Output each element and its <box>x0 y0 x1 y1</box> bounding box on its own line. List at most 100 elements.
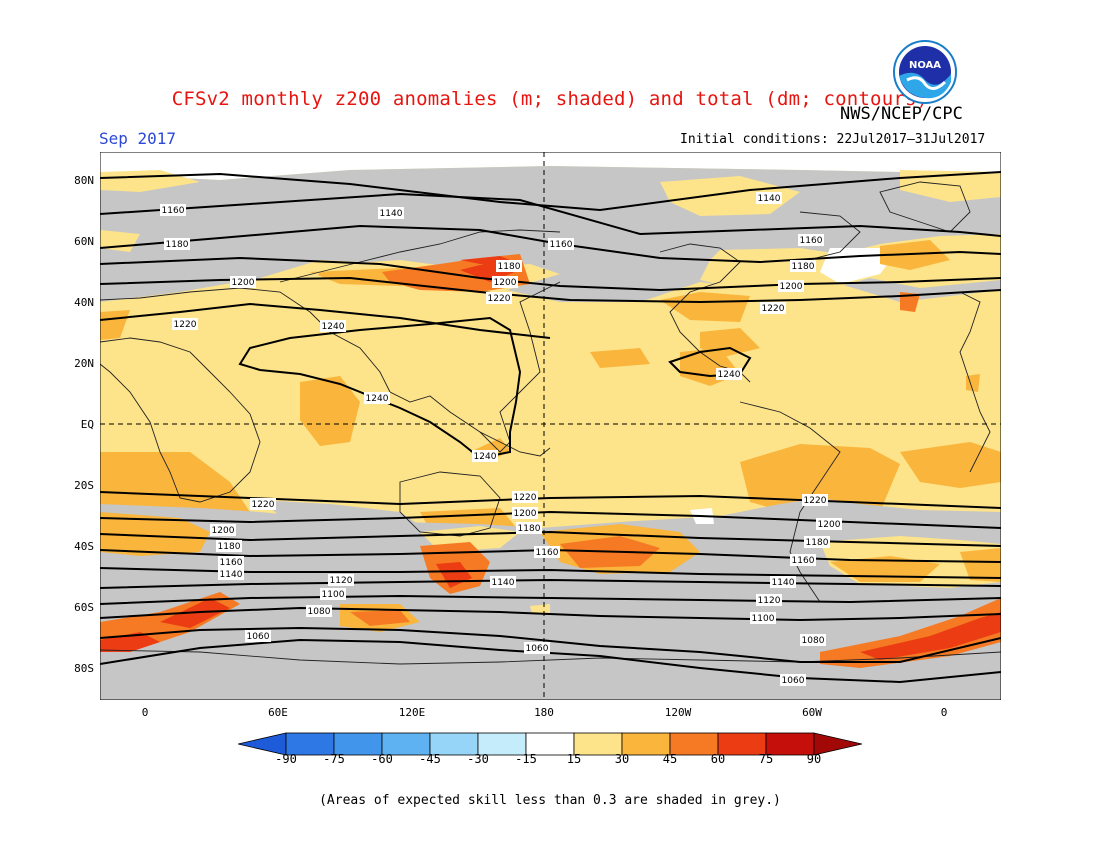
colorbar-label: -60 <box>371 752 393 766</box>
colorbar-label: 45 <box>662 752 678 766</box>
contour-label: 1180 <box>496 260 522 272</box>
contour-label: 1060 <box>780 674 806 686</box>
contour-label: 1200 <box>230 276 256 288</box>
lat-label: 40N <box>74 296 94 309</box>
contour-label: 1200 <box>778 280 804 292</box>
contour-label: 1200 <box>512 507 538 519</box>
colorbar-label: 30 <box>614 752 630 766</box>
lon-label: 60W <box>802 706 822 719</box>
lon-label: 0 <box>141 706 149 719</box>
svg-text:1180: 1180 <box>518 524 541 534</box>
svg-text:1160: 1160 <box>162 206 185 216</box>
contour-label: 1120 <box>756 594 782 606</box>
contour-label: 1220 <box>250 498 276 510</box>
contour-label: 1240 <box>364 392 390 404</box>
svg-text:1180: 1180 <box>498 262 521 272</box>
contour-label: 1220 <box>802 494 828 506</box>
agency-label: NWS/NCEP/CPC <box>840 104 963 124</box>
svg-text:1200: 1200 <box>212 526 235 536</box>
colorbar-label: -30 <box>467 752 489 766</box>
lon-label: 180 <box>534 706 554 719</box>
contour-label: 1080 <box>306 605 332 617</box>
lat-label: 20S <box>74 479 94 492</box>
svg-text:1220: 1220 <box>514 493 537 503</box>
skill-note: (Areas of expected skill less than 0.3 a… <box>319 793 781 808</box>
contour-label: 1180 <box>804 536 830 548</box>
svg-text:1200: 1200 <box>494 278 517 288</box>
forecast-month: Sep 2017 <box>99 129 177 148</box>
svg-text:NOAA: NOAA <box>909 60 941 71</box>
contour-label: 1180 <box>164 238 190 250</box>
contour-label: 1200 <box>816 518 842 530</box>
svg-text:1080: 1080 <box>308 607 331 617</box>
contour-label: 1240 <box>320 320 346 332</box>
contour-label: 1160 <box>548 238 574 250</box>
svg-text:1080: 1080 <box>802 636 825 646</box>
contour-label: 1220 <box>172 318 198 330</box>
contour-label: 1160 <box>790 554 816 566</box>
colorbar <box>238 732 862 756</box>
lat-label: EQ <box>80 418 94 431</box>
svg-text:1160: 1160 <box>550 240 573 250</box>
contour-label: 1100 <box>320 588 346 600</box>
contour-label: 1140 <box>218 568 244 580</box>
svg-text:1240: 1240 <box>474 452 497 462</box>
colorbar-label: 90 <box>806 752 822 766</box>
contour-label: 1140 <box>490 576 516 588</box>
contour-label: 1140 <box>378 207 404 219</box>
svg-text:1100: 1100 <box>752 614 775 624</box>
contour-label: 1140 <box>770 576 796 588</box>
svg-text:1180: 1180 <box>806 538 829 548</box>
svg-text:1240: 1240 <box>322 322 345 332</box>
lat-label: 20N <box>74 357 94 370</box>
lon-label: 120E <box>398 706 426 719</box>
contour-label: 1180 <box>790 260 816 272</box>
lon-label: 0 <box>940 706 948 719</box>
svg-text:1140: 1140 <box>758 194 781 204</box>
contour-label: 1220 <box>486 292 512 304</box>
lat-label: 60S <box>74 601 94 614</box>
lat-label: 80S <box>74 662 94 675</box>
svg-text:1120: 1120 <box>758 596 781 606</box>
contour-label: 1240 <box>716 368 742 380</box>
contour-label: 1060 <box>245 630 271 642</box>
contour-label: 1080 <box>800 634 826 646</box>
anomaly-map: 1160 1140 1160 1140 1160 1180 1180 1180 … <box>100 152 1001 700</box>
contour-label: 1160 <box>218 556 244 568</box>
colorbar-label: 60 <box>710 752 726 766</box>
svg-text:1140: 1140 <box>380 209 403 219</box>
svg-text:1160: 1160 <box>800 236 823 246</box>
colorbar-label: -90 <box>275 752 297 766</box>
svg-text:1140: 1140 <box>220 570 243 580</box>
contour-label: 1240 <box>472 450 498 462</box>
contour-label: 1160 <box>160 204 186 216</box>
svg-text:1140: 1140 <box>772 578 795 588</box>
contour-label: 1140 <box>756 192 782 204</box>
noaa-logo-icon: NOAA <box>893 40 957 104</box>
svg-text:1220: 1220 <box>174 320 197 330</box>
svg-text:1200: 1200 <box>780 282 803 292</box>
contour-label: 1160 <box>534 546 560 558</box>
contour-label: 1200 <box>492 276 518 288</box>
svg-text:1160: 1160 <box>536 548 559 558</box>
svg-text:1180: 1180 <box>792 262 815 272</box>
initial-conditions: Initial conditions: 22Jul2017–31Jul2017 <box>680 132 986 147</box>
svg-text:1160: 1160 <box>792 556 815 566</box>
svg-text:1200: 1200 <box>818 520 841 530</box>
svg-text:1240: 1240 <box>718 370 741 380</box>
svg-text:1060: 1060 <box>526 644 549 654</box>
svg-text:1100: 1100 <box>322 590 345 600</box>
contour-label: 1180 <box>216 540 242 552</box>
svg-text:1200: 1200 <box>232 278 255 288</box>
lat-label: 80N <box>74 174 94 187</box>
svg-text:1180: 1180 <box>166 240 189 250</box>
contour-label: 1200 <box>210 524 236 536</box>
colorbar-label: 75 <box>758 752 774 766</box>
colorbar-label: -45 <box>419 752 441 766</box>
lat-label: 40S <box>74 540 94 553</box>
svg-text:1120: 1120 <box>330 576 353 586</box>
colorbar-label: 15 <box>566 752 582 766</box>
svg-text:1220: 1220 <box>252 500 275 510</box>
svg-text:1060: 1060 <box>247 632 270 642</box>
contour-label: 1220 <box>512 491 538 503</box>
